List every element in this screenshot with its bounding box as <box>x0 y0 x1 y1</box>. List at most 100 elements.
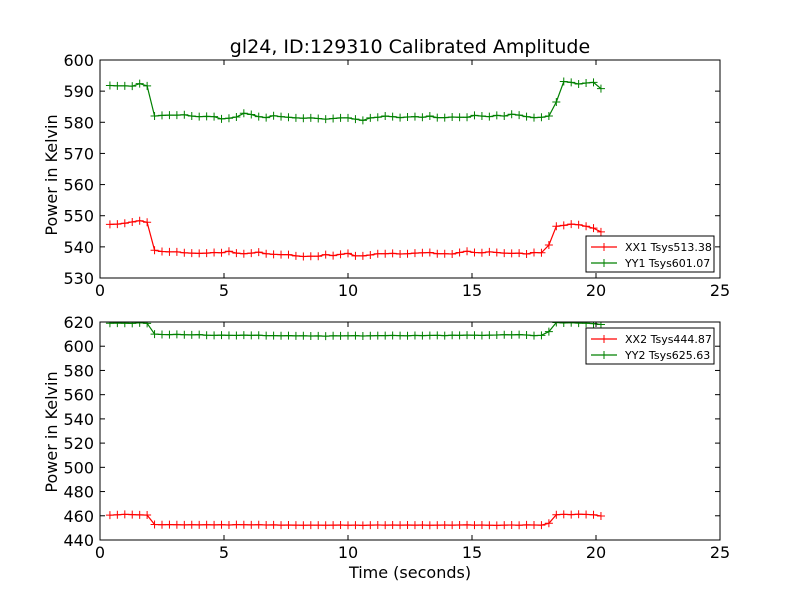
top-series-1-point <box>344 249 352 258</box>
bottom-series-2-point <box>470 331 479 340</box>
bottom-series-2-point <box>537 331 546 340</box>
bottom-series-2-point <box>507 330 516 339</box>
top-series-1-point <box>373 249 382 258</box>
bottom-series-2-point <box>135 322 144 327</box>
bottom-series-1 <box>105 510 605 530</box>
bottom-y-tick-label: 460 <box>63 507 94 526</box>
top-series-2-point <box>440 113 449 122</box>
bottom-x-tick-label: 20 <box>586 543 606 562</box>
bottom-x-tick-label: 0 <box>95 543 105 562</box>
bottom-series-2-point <box>291 331 300 340</box>
bottom-series-2-point <box>239 331 248 340</box>
top-series-1-point <box>463 247 472 256</box>
bottom-series-2-point <box>269 331 278 340</box>
top-series-2-point <box>559 77 568 86</box>
bottom-series-1-point <box>596 512 605 521</box>
top-x-tick-label: 20 <box>586 281 606 300</box>
bottom-series-1-point <box>440 520 449 529</box>
bottom-series-1-point <box>210 520 219 529</box>
top-series-2-point <box>351 115 360 124</box>
bottom-series-1-point <box>239 520 248 529</box>
top-series-1-point <box>232 249 241 258</box>
top-series-1-point <box>172 247 181 256</box>
bottom-series-2-point <box>217 331 226 340</box>
bottom-series-1-point <box>158 520 166 529</box>
bottom-series-1-point <box>195 520 204 529</box>
top-series-1-point <box>477 248 486 257</box>
bottom-series-2-point <box>105 322 114 328</box>
bottom-series-1-point <box>306 521 315 530</box>
bottom-series-2-point <box>596 322 605 329</box>
top-series-1-point <box>202 249 211 258</box>
bottom-series-1-point <box>463 520 472 529</box>
top-series-2-point <box>321 115 330 124</box>
top-series-2-point <box>150 112 159 121</box>
top-series-1-point <box>254 248 263 257</box>
top-y-axis-title: Power in Kelvin <box>42 114 61 235</box>
top-series-2-point <box>537 113 546 122</box>
top-series-2-point <box>388 112 397 121</box>
top-series-1-point <box>366 250 375 259</box>
bottom-series-2-point <box>366 331 375 340</box>
bottom-series-1-point <box>135 510 144 519</box>
bottom-series-1-point <box>433 521 442 530</box>
bottom-series-2-point <box>150 330 159 339</box>
bottom-series-2-point <box>344 331 352 340</box>
top-series-1-point <box>589 224 598 233</box>
top-x-tick-label: 25 <box>710 281 730 300</box>
top-series-1-point <box>143 218 152 227</box>
top-series-2-point <box>202 112 211 121</box>
top-series-1-point <box>418 248 427 257</box>
top-series-2-point <box>470 111 479 120</box>
bottom-series-2-point <box>574 322 583 328</box>
bottom-series-1-point <box>418 520 427 529</box>
bottom-series-2-point <box>381 331 390 340</box>
top-series-1-point <box>135 216 144 225</box>
bottom-series-2-point <box>254 331 263 340</box>
top-series-2-point <box>336 113 345 122</box>
bottom-series-2-point <box>329 331 338 340</box>
top-legend-label-2: YY1 Tsys601.07 <box>624 257 710 270</box>
bottom-series-1-point <box>425 521 434 530</box>
top-series-1-point <box>314 252 323 261</box>
top-series-1-point <box>291 251 300 260</box>
top-series-2-point <box>135 79 144 88</box>
bottom-series-2-point <box>388 331 397 340</box>
bottom-legend-label-2: YY2 Tsys625.63 <box>624 349 710 362</box>
top-series-1-point <box>485 247 494 256</box>
top-series-1-point <box>306 252 315 261</box>
top-series-1-point <box>128 217 137 226</box>
bottom-series-2-point <box>425 331 434 340</box>
bottom-series-2-point <box>247 331 256 340</box>
top-series-1-point <box>180 248 189 257</box>
bottom-series-2-point <box>522 330 531 339</box>
bottom-series-2-point <box>544 327 553 336</box>
top-series-2-point <box>105 81 114 90</box>
top-series-2-point <box>158 111 166 120</box>
top-series-2-point <box>269 111 278 120</box>
top-series-2-point <box>113 81 122 90</box>
top-y-tick-label: 550 <box>63 207 94 226</box>
bottom-series-1-point <box>291 521 300 530</box>
top-series-1-point <box>321 250 330 259</box>
top-series-2-point <box>477 112 486 121</box>
top-series-2-point <box>314 114 323 123</box>
bottom-series-1-point <box>552 510 561 519</box>
top-series-2-point <box>358 116 367 125</box>
bottom-series-2-point <box>396 331 405 340</box>
bottom-y-tick-label: 540 <box>63 410 94 429</box>
bottom-legend-marker-1 <box>600 335 608 343</box>
bottom-series-2-point <box>284 331 293 340</box>
top-y-tick-label: 590 <box>63 82 94 101</box>
bottom-series-2-point <box>515 330 524 339</box>
bottom-series-2-point <box>418 331 427 340</box>
top-series-1-point <box>500 249 509 258</box>
top-series-1-point <box>329 251 338 260</box>
top-series-1-point <box>269 250 278 259</box>
top-series-1-point <box>299 252 308 261</box>
top-y-tick-label: 540 <box>63 238 94 257</box>
bottom-series-2-point <box>567 322 576 327</box>
bottom-series-2-point <box>180 330 189 339</box>
bottom-y-tick-label: 500 <box>63 458 94 477</box>
